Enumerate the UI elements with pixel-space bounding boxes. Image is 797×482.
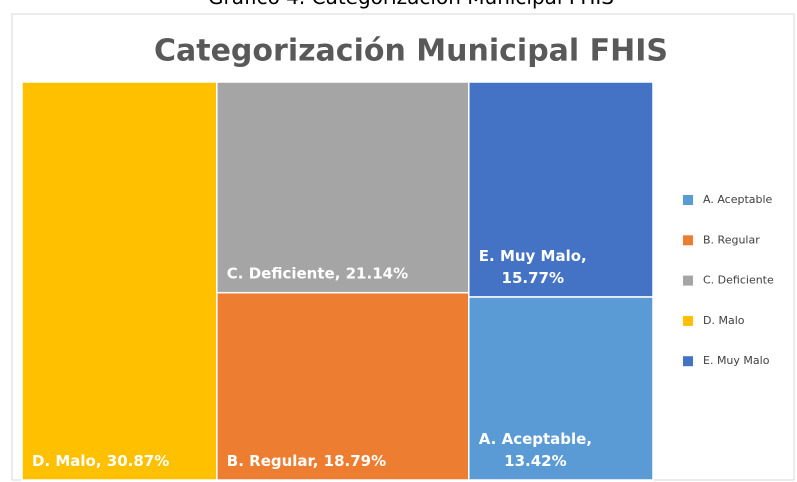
legend-swatch (683, 235, 693, 246)
treemap-cell (216, 81, 470, 294)
legend-swatch (683, 195, 693, 205)
legend-label: D. Malo (703, 314, 745, 327)
legend-label: C. Deficiente (703, 274, 774, 287)
data-label: D. Malo, 30.87% (32, 452, 169, 470)
data-label: A. Aceptable, 13.42% (479, 430, 592, 470)
chart-title: Categorización Municipal FHIS (154, 34, 668, 69)
data-label: C. Deficiente, 21.14% (227, 265, 408, 283)
treemap-cell (216, 291, 470, 481)
data-label: E. Muy Malo, 15.77% (479, 247, 587, 287)
data-label: B. Regular, 18.79% (227, 452, 386, 470)
legend-label: E. Muy Malo (703, 354, 770, 367)
data-label-line: A. Aceptable, (479, 430, 592, 448)
legend-label: A. Aceptable (703, 193, 773, 206)
data-label-line: E. Muy Malo, (479, 247, 587, 265)
legend-swatch (683, 315, 693, 326)
treemap-cell (468, 296, 654, 481)
legend-label: B. Regular (703, 233, 760, 246)
data-label-line: 13.42% (504, 452, 566, 470)
caption: Gráfico 4. Categorización Municipal FHIS (208, 0, 614, 9)
treemap-cell (468, 81, 654, 298)
legend-swatch (683, 356, 693, 367)
treemap-cell (21, 81, 218, 481)
legend-swatch (683, 275, 693, 286)
data-label-line: 15.77% (502, 269, 564, 287)
